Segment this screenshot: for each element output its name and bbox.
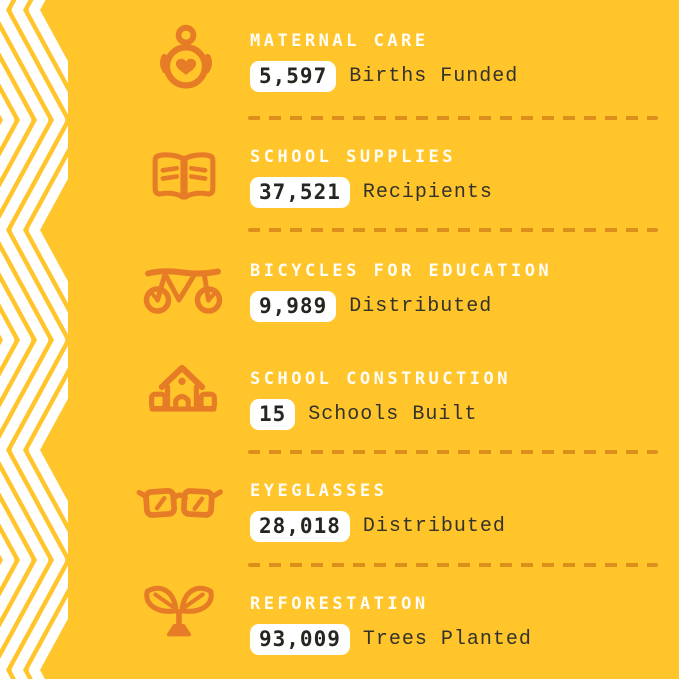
section-title: MATERNAL CARE (250, 31, 429, 51)
stat-value-badge: 15 (250, 399, 296, 430)
stat-label: Births Funded (349, 65, 519, 88)
section-title: EYEGLASSES (250, 481, 388, 501)
school-building-icon (148, 360, 218, 416)
open-book-icon (150, 148, 218, 206)
dashed-divider (248, 563, 658, 567)
stat-value-badge: 28,018 (250, 511, 350, 542)
stat-value-badge: 9,989 (250, 291, 337, 322)
stat-value-badge: 37,521 (250, 177, 350, 208)
dashed-divider (248, 228, 658, 232)
zigzag-pattern-icon (0, 0, 68, 679)
maternal-care-icon (154, 24, 218, 96)
stat-label: Recipients (362, 181, 493, 204)
bicycle-icon (142, 260, 224, 316)
decorative-border-pattern (0, 0, 68, 679)
stat-label: Distributed (362, 515, 506, 538)
stat-value-badge: 93,009 (250, 624, 350, 655)
section-title: SCHOOL SUPPLIES (250, 147, 457, 167)
section-title: BICYCLES FOR EDUCATION (250, 261, 553, 281)
stat-label: Trees Planted (362, 628, 532, 651)
eyeglasses-icon (136, 483, 224, 525)
seedling-icon (140, 581, 218, 643)
stat-value-badge: 5,597 (250, 61, 337, 92)
dashed-divider (248, 116, 658, 120)
dashed-divider (248, 450, 658, 454)
stat-label: Distributed (349, 295, 493, 318)
stat-label: Schools Built (308, 403, 478, 426)
section-title: SCHOOL CONSTRUCTION (250, 369, 511, 389)
section-title: REFORESTATION (250, 594, 429, 614)
